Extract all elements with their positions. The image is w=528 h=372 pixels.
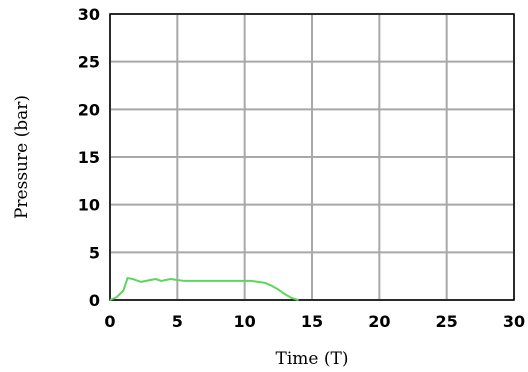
- y-axis-label: Pressure (bar): [12, 95, 32, 219]
- y-tick-label-0: 0: [89, 291, 100, 310]
- x-tick-label-4: 20: [368, 312, 390, 331]
- x-tick-label-0: 0: [104, 312, 115, 331]
- y-tick-label-3: 15: [78, 148, 100, 167]
- x-tick-label-3: 15: [301, 312, 323, 331]
- plot-frame: [109, 13, 515, 301]
- series-line-0: [109, 277, 299, 301]
- y-tick-label-1: 5: [89, 243, 100, 262]
- x-tick-label-1: 5: [172, 312, 183, 331]
- x-axis-ticks: 0 5 10 15 20 25 30: [104, 312, 525, 331]
- y-tick-label-4: 20: [78, 100, 100, 119]
- x-tick-label-6: 30: [503, 312, 525, 331]
- x-tick-label-5: 25: [436, 312, 458, 331]
- y-tick-label-2: 10: [78, 196, 100, 215]
- y-tick-label-6: 30: [78, 5, 100, 24]
- series-layer: [109, 277, 299, 301]
- x-tick-label-2: 10: [234, 312, 256, 331]
- x-axis-label: Time (T): [276, 349, 349, 369]
- grid-lines: [109, 13, 515, 301]
- y-tick-label-5: 25: [78, 53, 100, 72]
- y-axis-ticks: 0 5 10 15 20 25 30: [78, 5, 100, 310]
